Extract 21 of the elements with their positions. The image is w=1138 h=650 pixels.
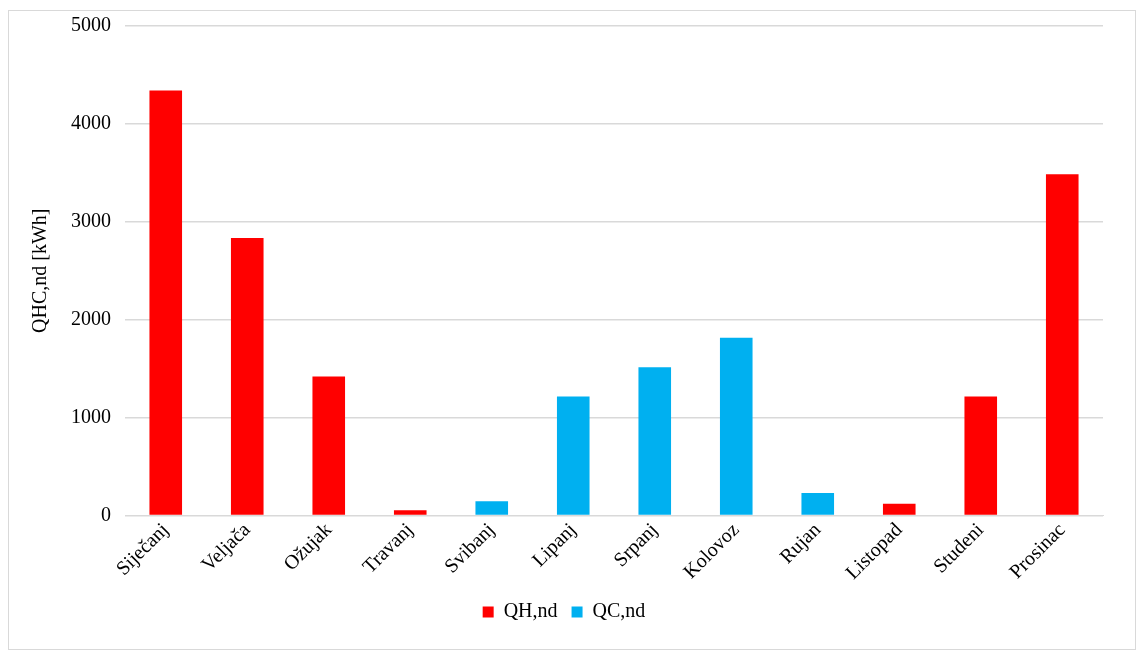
bar <box>475 501 509 515</box>
legend-label: QH,nd <box>503 599 558 622</box>
y-tick-label: 3000 <box>71 209 111 232</box>
bar <box>638 367 672 515</box>
bar <box>801 493 835 515</box>
bar <box>230 237 264 515</box>
y-tick-label: 2000 <box>71 306 111 329</box>
bar <box>1045 174 1079 515</box>
bar <box>719 337 753 515</box>
y-tick-label: 0 <box>101 502 111 525</box>
y-tick-label: 4000 <box>71 111 111 134</box>
bar <box>393 510 427 515</box>
y-axis-title: QHC,nd [kWh] <box>28 208 51 333</box>
y-tick-label: 5000 <box>71 13 111 36</box>
bar <box>149 90 183 515</box>
bar <box>882 503 916 515</box>
bar <box>556 396 590 515</box>
bar <box>964 396 998 515</box>
legend-label: QC,nd <box>592 599 646 622</box>
y-tick-label: 1000 <box>71 404 111 427</box>
bar <box>312 376 346 515</box>
